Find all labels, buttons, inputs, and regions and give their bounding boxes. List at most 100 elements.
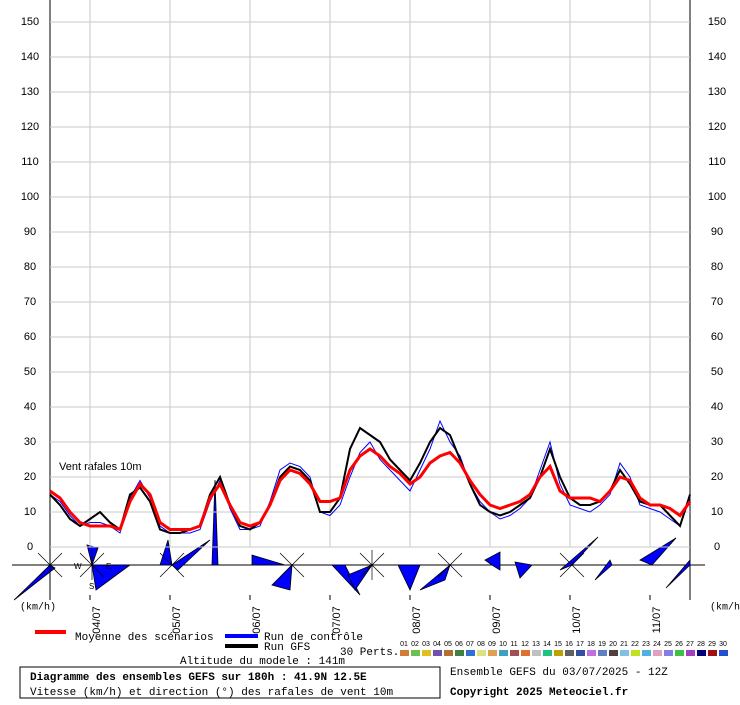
y-tick-label: 140 [21,51,39,63]
perturbation-swatch [719,650,728,656]
perturbation-number: 22 [631,641,639,648]
y-tick-label: 90 [24,226,36,238]
y-tick-label: 120 [21,121,39,133]
x-tick-label: 06/07 [251,606,263,634]
y-tick-label: 20 [711,471,723,483]
perturbation-number: 08 [477,641,485,648]
compass-w: W [74,562,82,571]
y-tick-label: 70 [711,296,723,308]
x-tick-label: 11/07 [651,607,663,634]
perturbation-swatch [609,650,618,656]
perturbation-number: 25 [664,641,672,648]
perturbation-swatch [466,650,475,656]
y-tick-label: 130 [708,86,726,98]
perturbation-swatch [400,650,409,656]
perturbation-number: 09 [488,641,496,648]
y-tick-label: 60 [24,331,36,343]
annotation: Vent rafales 10m [59,461,142,473]
legend-label: Run de contrôle [264,632,363,644]
y-tick-label: 80 [711,261,723,273]
y-unit-left: (km/h) [20,602,56,614]
perturbation-number: 27 [686,641,694,648]
perturbation-swatch [708,650,717,656]
perturbation-number: 03 [422,641,430,648]
perturbation-swatch [488,650,497,656]
x-tick-label: 07/07 [331,606,343,634]
perturbation-number: 01 [400,641,408,648]
perturbation-number: 13 [532,641,540,648]
y-tick-label: 0 [27,541,33,553]
perturbation-swatch [510,650,519,656]
y-tick-label: 100 [708,191,726,203]
perturbation-swatch [455,650,464,656]
perturbation-number: 19 [598,641,606,648]
perturbation-swatch [576,650,585,656]
series-line [49,426,691,534]
perturbation-swatch [642,650,651,656]
y-tick-label: 110 [708,156,726,168]
y-tick-label: 40 [711,401,723,413]
perturbation-number: 17 [576,641,584,648]
y-tick-label: 50 [24,366,36,378]
x-tick-label: 08/07 [411,606,423,634]
perturbation-number: 18 [587,641,595,648]
compass-lines [37,550,585,580]
perturbation-swatch [664,650,673,656]
run-info: Ensemble GEFS du 03/07/2025 - 12Z [450,667,668,679]
perturbation-number: 28 [697,641,705,648]
perturbation-swatch [565,650,574,656]
perturbation-number: 04 [433,641,441,648]
y-tick-label: 20 [24,471,36,483]
perturbation-number: 30 [719,641,727,648]
y-tick-label: 130 [21,86,39,98]
compass-e: E [106,562,111,571]
perturbation-number: 12 [521,641,529,648]
y-tick-label: 10 [711,506,723,518]
perturbation-number: 11 [510,641,517,648]
y-unit-right: (km/h) [710,602,740,614]
perturbation-swatch [554,650,563,656]
perturbation-number: 16 [565,641,573,648]
series-line [49,447,692,532]
perturbation-number: 20 [609,641,617,648]
perturbation-swatch [675,650,684,656]
y-tick-label: 110 [21,156,39,168]
y-tick-label: 50 [711,366,723,378]
y-tick-label: 70 [24,296,36,308]
perturbation-swatch [620,650,629,656]
perturbation-swatch [587,650,596,656]
title: Diagramme des ensembles GEFS sur 180h : … [30,672,367,684]
title-box [19,666,441,699]
perturbation-swatch [543,650,552,656]
y-tick-label: 150 [21,16,39,28]
perturbation-number: 24 [653,641,661,648]
altitude: Altitude du modele : 141m [180,656,345,668]
perturbation-number: 15 [554,641,562,648]
x-tick-label: 05/07 [171,606,183,634]
perturbation-number: 02 [411,641,419,648]
perturbation-number: 26 [675,641,683,648]
y-tick-label: 40 [24,401,36,413]
perturbation-number: 06 [455,641,463,648]
perturbation-swatch [631,650,640,656]
perturbation-number: 29 [708,641,716,648]
y-tick-label: 0 [714,541,720,553]
legend-label: Run GFS [264,642,311,654]
perturbation-swatch [422,650,431,656]
y-tick-label: 90 [711,226,723,238]
perturbation-swatch [697,650,706,656]
perturbation-number: 21 [620,641,628,648]
perturbation-swatch [521,650,530,656]
perturbations-label: 30 Perts. [340,647,399,659]
y-tick-label: 120 [708,121,726,133]
perturbation-number: 05 [444,641,452,648]
x-tick-label: 04/07 [91,606,103,634]
y-tick-label: 30 [711,436,723,448]
y-tick-label: 10 [24,506,36,518]
perturbation-swatch [653,650,662,656]
perturbation-number: 07 [466,641,474,648]
perturbation-number: 23 [642,641,650,648]
x-tick-label: 10/07 [571,606,583,634]
